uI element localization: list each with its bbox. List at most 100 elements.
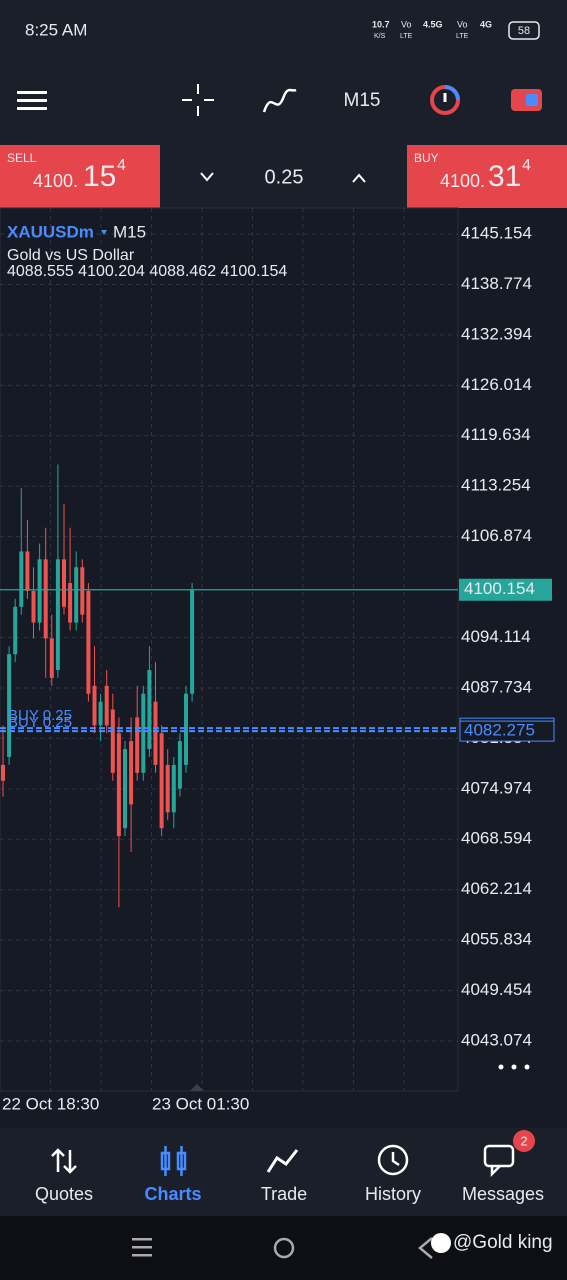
status-net: LTE (400, 33, 413, 40)
status-speed-unit: K/S (374, 33, 386, 40)
plot (0, 464, 458, 908)
candle-body (153, 701, 158, 765)
chart-frame (0, 207, 459, 1092)
nav-label[interactable]: History (365, 1184, 421, 1204)
candle-body (147, 670, 152, 750)
sell-label: SELL (7, 151, 37, 165)
objects-button[interactable] (430, 85, 460, 115)
status-net: Vo (401, 19, 412, 29)
candle-body (104, 685, 109, 726)
y-tick-label: 4145.154 (461, 223, 532, 242)
volume[interactable]: 0.25 (265, 166, 304, 188)
candle-body (68, 583, 73, 623)
volume-panel (160, 145, 407, 208)
y-tick-label: 4126.014 (461, 375, 532, 394)
status-net: LTE (456, 33, 469, 40)
system-home[interactable] (273, 1237, 295, 1259)
position-label: BUY 0.25 (8, 714, 72, 731)
y-tick-label: 4043.074 (461, 1030, 532, 1049)
nav: Quotes Charts Trade History Messages (35, 1184, 544, 1204)
candle-body (55, 559, 60, 671)
candle-body (37, 559, 42, 623)
volume-down[interactable] (200, 172, 214, 182)
system-menu[interactable] (132, 1238, 152, 1257)
candle-body (92, 685, 97, 726)
sell-button[interactable] (0, 145, 160, 208)
sell-price-sup: 4 (117, 157, 126, 174)
y-tick-label: 4094.114 (461, 627, 531, 646)
y-tick-label: 4049.454 (461, 980, 532, 999)
history-icon (377, 1144, 409, 1176)
candle-body (110, 709, 115, 773)
chart-timeframe: M15 (113, 222, 146, 241)
nav-label[interactable]: Quotes (35, 1184, 93, 1204)
nav-bg (0, 1128, 567, 1216)
current-price-box (459, 578, 552, 601)
candle-body (116, 733, 121, 837)
y-tick-label: 4087.734 (461, 677, 532, 696)
position-label: BUY 0.25 (8, 707, 72, 724)
candle-body (31, 590, 36, 623)
candle-body (135, 717, 140, 773)
buy-button[interactable] (407, 145, 567, 208)
grid (0, 208, 458, 1091)
battery (508, 21, 540, 40)
candle-body (62, 559, 66, 607)
nav-label[interactable]: Trade (261, 1184, 307, 1204)
crosshair-button[interactable] (182, 84, 214, 116)
candle-body (74, 567, 79, 623)
system-bar (0, 1216, 567, 1280)
buy-price: 4100. (440, 171, 485, 191)
x-label: 22 Oct 18:30 (2, 1094, 99, 1113)
buy-price-sup: 4 (522, 157, 531, 174)
candle-body (123, 749, 127, 829)
candle-body (13, 606, 18, 655)
symbol: XAUUSDm (7, 222, 94, 241)
candle-body (43, 559, 48, 639)
nav-label[interactable]: Charts (144, 1184, 201, 1204)
position-price: 4082.275 (464, 721, 535, 740)
battery-level: 58 (518, 25, 530, 37)
status-speed: 10.7 (372, 19, 390, 29)
menu-button[interactable] (17, 91, 47, 110)
volume-up[interactable] (352, 173, 366, 183)
symbol-dropdown[interactable] (101, 230, 107, 235)
status-net: Vo (457, 19, 468, 29)
candle-body (98, 701, 103, 726)
candle-body (7, 654, 12, 757)
nav-label[interactable]: Messages (462, 1184, 544, 1204)
candle-body (177, 741, 182, 789)
candle-body (86, 590, 91, 694)
candle-body (184, 693, 188, 765)
more-button[interactable] (498, 1064, 530, 1070)
badge-count: 2 (520, 1133, 527, 1148)
sell-price-big: 15 (83, 160, 116, 193)
buy-price-big: 31 (488, 160, 521, 193)
y-tick-label: 4132.394 (461, 324, 532, 343)
trade-icon (266, 1149, 299, 1173)
y-tick-label: 4138.774 (461, 274, 532, 293)
status-net: 4G (480, 19, 492, 29)
candle-body (80, 567, 85, 615)
buy-label: BUY (414, 151, 439, 165)
y-tick-label: 4068.594 (461, 829, 532, 848)
y-tick-label: 4106.874 (461, 526, 532, 545)
symbol-description: Gold vs US Dollar (7, 247, 135, 264)
y-tick-label: 4074.974 (461, 778, 532, 797)
ohlc: 4088.555 4100.204 4088.462 4100.154 (7, 263, 287, 280)
candle-body (159, 733, 164, 829)
y-tick-label: 4055.834 (461, 930, 532, 949)
system-back[interactable] (418, 1237, 433, 1259)
trade-button[interactable] (511, 89, 542, 111)
y-tick-label: 4113.254 (461, 476, 531, 495)
candle-body (141, 693, 146, 773)
timeframe-button[interactable]: M15 (344, 90, 381, 111)
indicators-button[interactable] (262, 88, 297, 113)
quotes-icon (51, 1148, 77, 1174)
candle-body (171, 764, 176, 813)
position-price-box (459, 720, 555, 742)
x-label: 23 Oct 01:30 (152, 1094, 249, 1113)
